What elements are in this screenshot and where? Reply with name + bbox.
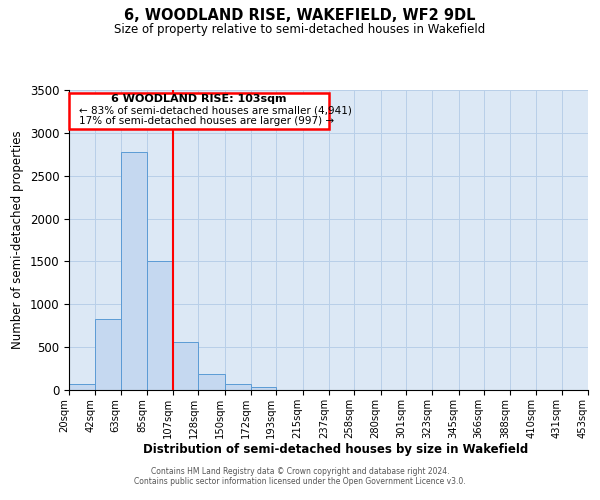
Bar (147, 262, 173, 390)
Text: 6, WOODLAND RISE, WAKEFIELD, WF2 9DL: 6, WOODLAND RISE, WAKEFIELD, WF2 9DL (124, 8, 476, 22)
Text: Distribution of semi-detached houses by size in Wakefield: Distribution of semi-detached houses by … (143, 442, 529, 456)
Bar (225, 384, 251, 390)
Text: 6 WOODLAND RISE: 103sqm: 6 WOODLAND RISE: 103sqm (111, 94, 287, 104)
Bar (173, 342, 199, 390)
Text: 17% of semi-detached houses are larger (997) →: 17% of semi-detached houses are larger (… (79, 116, 334, 126)
Text: ← 83% of semi-detached houses are smaller (4,941): ← 83% of semi-detached houses are smalle… (79, 106, 352, 116)
Y-axis label: Number of semi-detached properties: Number of semi-detached properties (11, 130, 24, 350)
Bar (199, 374, 225, 390)
Text: Size of property relative to semi-detached houses in Wakefield: Size of property relative to semi-detach… (115, 22, 485, 36)
Bar (95, 319, 121, 390)
Text: Contains HM Land Registry data © Crown copyright and database right 2024.: Contains HM Land Registry data © Crown c… (151, 467, 449, 476)
Bar (121, 152, 147, 390)
Text: Contains public sector information licensed under the Open Government Licence v3: Contains public sector information licen… (134, 477, 466, 486)
Bar (69, 384, 95, 390)
Bar (251, 386, 277, 390)
FancyBboxPatch shape (69, 92, 329, 128)
